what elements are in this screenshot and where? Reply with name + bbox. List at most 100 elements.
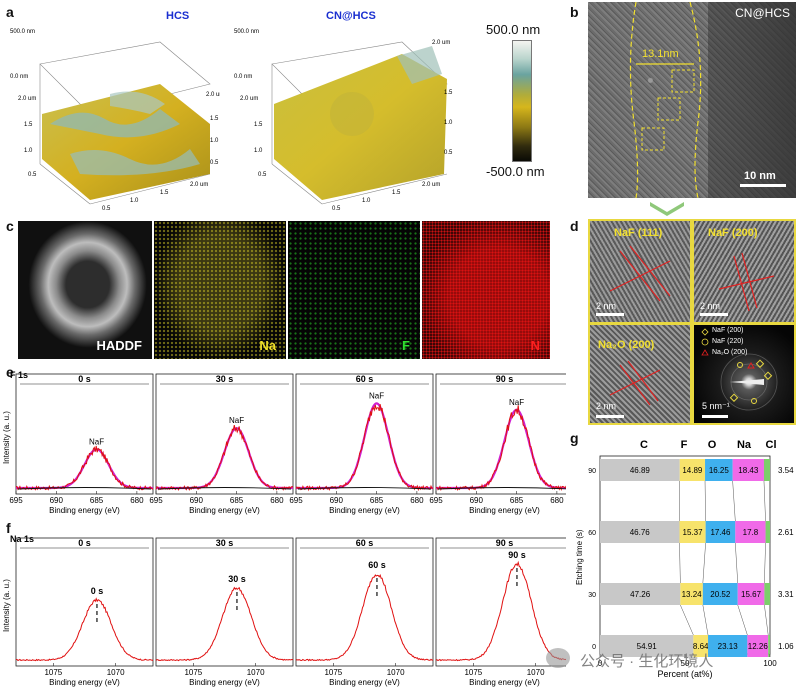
svg-text:1.5: 1.5 xyxy=(392,190,401,196)
hrtem-label-naf111: NaF (111) xyxy=(614,227,663,239)
xps-time-label: 90 s xyxy=(496,538,514,548)
xps-xtick-label: 690 xyxy=(50,496,64,505)
xps-xtick-label: 1075 xyxy=(324,668,342,677)
xps-peak-label: NaF xyxy=(229,416,244,425)
stack-segment xyxy=(679,459,706,481)
hrtem-naf111: NaF (111) 2 nm xyxy=(590,221,690,322)
xps-title: Na 1s xyxy=(10,534,34,544)
xps-xtick-label: 690 xyxy=(330,496,344,505)
stack-segment-label: 8.64 xyxy=(693,642,709,651)
stack-segment-label: 46.89 xyxy=(630,466,651,475)
stack-segment-label: 16.25 xyxy=(709,466,730,475)
xps-time-label: 60 s xyxy=(356,538,374,548)
svg-text:2.0 um: 2.0 um xyxy=(206,92,220,98)
xps-xtick-label: 695 xyxy=(149,496,163,505)
xps-fit-curve xyxy=(436,408,566,490)
xps-frame xyxy=(15,373,154,495)
eds-label-haddf: HADDF xyxy=(96,338,143,353)
panel-label-d: d xyxy=(570,218,579,234)
xps-xtick-label: 685 xyxy=(90,496,104,505)
afm-surface-cnhcs: 500.0 nm 0.0 nm 2.0 um 1.5 1.0 0.5 0.5 1… xyxy=(234,29,453,212)
xps-peak-label: NaF xyxy=(89,437,104,446)
xps-xlabel: Binding energy (eV) xyxy=(469,506,540,515)
stack-ytick-label: 90 xyxy=(588,468,596,475)
stack-connector xyxy=(702,604,709,636)
stack-segment xyxy=(737,583,765,605)
xps-frame xyxy=(155,537,294,667)
xps-raw-curve xyxy=(435,405,566,492)
stack-xtick-label: 100 xyxy=(763,659,777,668)
stack-segment xyxy=(600,521,680,543)
stack-segment xyxy=(732,459,764,481)
tem-dark-region xyxy=(708,2,796,198)
hrtem-scalebar-3: 2 nm xyxy=(596,401,617,411)
panel-label-f: f xyxy=(6,520,11,536)
svg-text:0.0 nm: 0.0 nm xyxy=(10,74,28,80)
colorbar xyxy=(512,40,532,162)
svg-text:0.5: 0.5 xyxy=(102,206,111,212)
stack-connector xyxy=(680,604,694,636)
xps-time-peak-label: 60 s xyxy=(368,560,386,570)
xps-xtick-label: 690 xyxy=(190,496,204,505)
svg-text:500.0 nm: 500.0 nm xyxy=(10,29,35,35)
saed-legend-2: NaF (220) xyxy=(712,338,744,345)
eds-map-na: Na xyxy=(154,221,286,359)
svg-text:1.5: 1.5 xyxy=(160,190,169,196)
xps-baseline xyxy=(17,487,152,490)
svg-text:1.0: 1.0 xyxy=(24,148,33,154)
stack-xtick-label: 50 xyxy=(681,659,690,668)
svg-text:2.0 um: 2.0 um xyxy=(432,40,450,46)
saed-pattern: NaF (200) NaF (220) Na₂O (200) 5 nm⁻¹ xyxy=(694,325,794,423)
svg-text:1.0: 1.0 xyxy=(254,148,263,154)
stack-segment-label: 15.37 xyxy=(683,528,704,537)
svg-text:0.0 nm: 0.0 nm xyxy=(234,74,252,80)
xps-xtick-label: 690 xyxy=(470,496,484,505)
stack-segment-label: 20.52 xyxy=(710,590,731,599)
stack-cl-label: 3.54 xyxy=(778,466,794,475)
stack-segment xyxy=(768,635,770,657)
stack-cl-label: 1.06 xyxy=(778,642,794,651)
xps-xlabel: Binding energy (eV) xyxy=(189,506,260,515)
xps-ylabel: Intensity (a. u.) xyxy=(2,579,11,632)
xps-subpanel: 60 s NaF 695 690 685 680 Binding energy (eV) xyxy=(289,373,434,515)
stack-segment xyxy=(705,521,736,543)
stack-segment xyxy=(747,635,769,657)
stack-segment-label: 17.8 xyxy=(743,528,759,537)
lattice-lines-3 xyxy=(596,360,661,418)
saed-scalebar: 5 nm⁻¹ xyxy=(702,401,730,411)
panel-label-a: a xyxy=(6,4,14,20)
stack-segment xyxy=(680,583,703,605)
svg-text:2.0 um: 2.0 um xyxy=(18,96,36,102)
svg-text:2.0 um: 2.0 um xyxy=(422,182,440,188)
xps-ylabel: Intensity (a. u.) xyxy=(2,411,11,464)
cnhcs-title: CN@HCS xyxy=(326,10,376,22)
xps-xtick-label: 685 xyxy=(510,496,524,505)
xps-f1s-chart: F 1s Intensity (a. u.) 0 s NaF 695 690 685 680 B… xyxy=(2,370,566,515)
svg-text:0.5: 0.5 xyxy=(332,206,341,212)
xps-frame xyxy=(435,537,566,667)
svg-text:0.5: 0.5 xyxy=(444,150,453,156)
tem-overlay xyxy=(629,2,786,198)
svg-text:1.0: 1.0 xyxy=(210,138,219,144)
xps-time-peak-label: 0 s xyxy=(91,586,104,596)
xps-time-peak-label: 90 s xyxy=(508,550,526,560)
stack-segment-label: 14.89 xyxy=(682,466,703,475)
stack-connector xyxy=(764,604,769,636)
xps-frame xyxy=(15,537,154,667)
xps-xlabel: Binding energy (eV) xyxy=(49,678,120,687)
stack-segment xyxy=(679,521,706,543)
stack-segment-label: 17.46 xyxy=(710,528,731,537)
xps-raw-curve xyxy=(16,597,154,662)
stack-segment xyxy=(600,635,694,657)
stack-connector xyxy=(737,604,748,636)
eds-map-n: N xyxy=(422,221,550,359)
colorbar-bottom-label: -500.0 nm xyxy=(486,164,545,179)
stack-segment xyxy=(735,521,766,543)
stack-segment xyxy=(765,521,770,543)
composition-stacked-bar: 46.89 14.89 16.25 18.43 3.54 90 46.76 15.37 17.4… xyxy=(575,439,794,679)
svg-text:2.0 um: 2.0 um xyxy=(240,96,258,102)
tem-scalebar-label: 10 nm xyxy=(744,170,776,182)
